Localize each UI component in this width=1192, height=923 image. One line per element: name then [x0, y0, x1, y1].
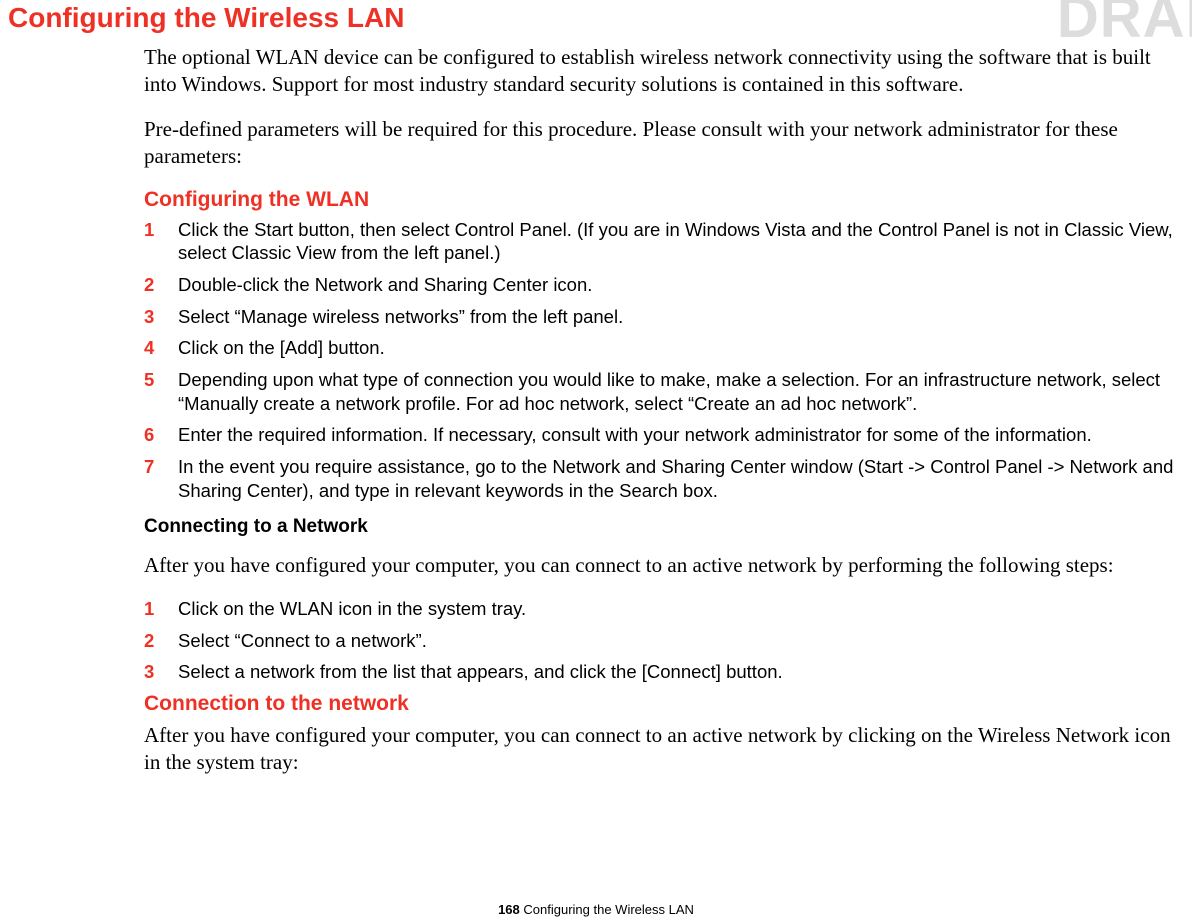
page-footer: 168 Configuring the Wireless LAN	[0, 902, 1192, 917]
step-number: 2	[144, 629, 178, 653]
step-text: In the event you require assistance, go …	[178, 455, 1184, 502]
list-item: 7In the event you require assistance, go…	[144, 455, 1184, 502]
step-number: 1	[144, 597, 178, 621]
section-connection-intro: After you have configured your computer,…	[8, 722, 1184, 776]
main-title: Configuring the Wireless LAN	[8, 2, 1184, 34]
list-item: 2Double-click the Network and Sharing Ce…	[144, 273, 1184, 297]
step-number: 7	[144, 455, 178, 502]
step-number: 3	[144, 660, 178, 684]
step-text: Select “Connect to a network”.	[178, 629, 1184, 653]
list-item: 6Enter the required information. If nece…	[144, 423, 1184, 447]
step-number: 2	[144, 273, 178, 297]
section-config-wlan-title: Configuring the WLAN	[8, 188, 1184, 212]
step-text: Click on the [Add] button.	[178, 336, 1184, 360]
step-text: Enter the required information. If neces…	[178, 423, 1184, 447]
list-item: 2Select “Connect to a network”.	[144, 629, 1184, 653]
section-config-wlan-steps: 1Click the Start button, then select Con…	[8, 218, 1184, 503]
step-number: 1	[144, 218, 178, 265]
list-item: 3Select a network from the list that app…	[144, 660, 1184, 684]
step-number: 6	[144, 423, 178, 447]
sub-connecting-intro: After you have configured your computer,…	[8, 552, 1184, 579]
intro-paragraph-1: The optional WLAN device can be configur…	[8, 44, 1184, 98]
step-number: 5	[144, 368, 178, 415]
sub-connecting-title: Connecting to a Network	[8, 516, 1184, 538]
section-connection-title: Connection to the network	[8, 692, 1184, 716]
list-item: 1Click on the WLAN icon in the system tr…	[144, 597, 1184, 621]
step-text: Click on the WLAN icon in the system tra…	[178, 597, 1184, 621]
step-number: 4	[144, 336, 178, 360]
step-text: Click the Start button, then select Cont…	[178, 218, 1184, 265]
list-item: 1Click the Start button, then select Con…	[144, 218, 1184, 265]
list-item: 5Depending upon what type of connection …	[144, 368, 1184, 415]
page-number: 168	[498, 902, 520, 917]
page-content: Configuring the Wireless LAN The optiona…	[0, 2, 1192, 776]
step-text: Double-click the Network and Sharing Cen…	[178, 273, 1184, 297]
step-text: Depending upon what type of connection y…	[178, 368, 1184, 415]
sub-connecting-steps: 1Click on the WLAN icon in the system tr…	[8, 597, 1184, 684]
footer-label: Configuring the Wireless LAN	[520, 902, 694, 917]
list-item: 3Select “Manage wireless networks” from …	[144, 305, 1184, 329]
step-text: Select a network from the list that appe…	[178, 660, 1184, 684]
step-text: Select “Manage wireless networks” from t…	[178, 305, 1184, 329]
step-number: 3	[144, 305, 178, 329]
list-item: 4Click on the [Add] button.	[144, 336, 1184, 360]
intro-paragraph-2: Pre-defined parameters will be required …	[8, 116, 1184, 170]
